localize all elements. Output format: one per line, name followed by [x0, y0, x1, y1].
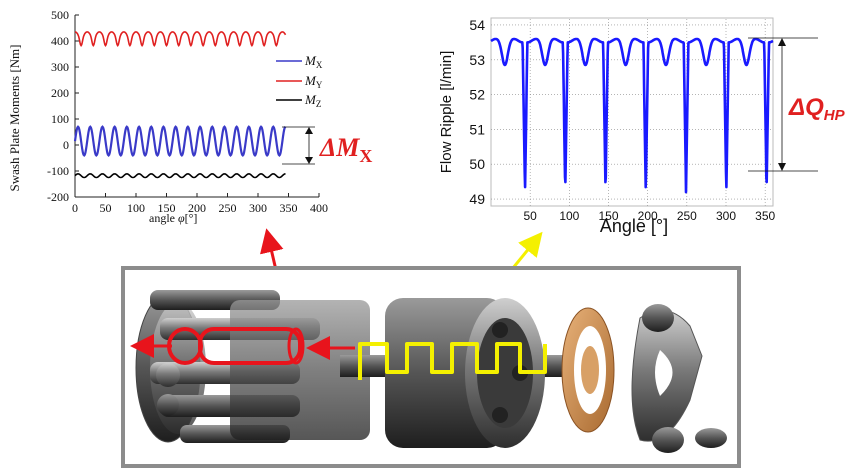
left-chart-y-axis-label: Swash Plate Moments [Nm]: [7, 45, 22, 192]
left-x-tick-label: 400: [310, 201, 328, 215]
right-x-tick-label: 200: [638, 209, 658, 223]
left-y-tick-label: 100: [51, 112, 69, 126]
legend-label-my: MY: [304, 73, 323, 90]
left-x-tick-label: 150: [158, 201, 176, 215]
legend-label-mx: MX: [304, 53, 323, 70]
right-x-tick-label: 100: [559, 209, 579, 223]
delta-q-label: ΔQHP: [788, 94, 846, 124]
end-cap: [631, 304, 727, 453]
right-y-tick-label: 54: [469, 17, 485, 33]
right-chart-y-axis-label: Flow Ripple [l/min]: [438, 51, 455, 174]
flow-ripple-chart: 54 53 52 51 50 49 50 100 150 200 250 300 350 Flow R…: [438, 17, 846, 236]
right-y-tick-label: 49: [469, 191, 485, 207]
pump-illustration: [121, 266, 741, 468]
x-label-word: angle: [149, 211, 175, 225]
left-chart-legend: MX MY MZ: [276, 53, 323, 109]
left-chart-series: [73, 31, 287, 179]
left-x-tick-label: 200: [188, 201, 206, 215]
right-y-tick-label: 51: [469, 121, 485, 137]
valve-plate: [561, 307, 615, 433]
left-chart-y-ticks: 500 400 300 200 100 0 -100 -200: [47, 8, 79, 204]
left-y-tick-label: 200: [51, 86, 69, 100]
left-series-x-line: [73, 125, 287, 158]
left-y-tick-label: 300: [51, 60, 69, 74]
right-y-tick-label: 50: [469, 156, 485, 172]
right-chart-y-ticks: 54 53 52 51 50 49: [469, 17, 485, 207]
right-chart-x-axis-label: Angle [°]: [600, 216, 668, 236]
left-x-tick-label: 300: [249, 201, 267, 215]
left-chart-x-axis-label: angle φ[°]: [149, 211, 197, 225]
right-chart-grid: [491, 18, 773, 206]
delta-mx-annotation: ΔMX: [282, 126, 372, 166]
left-chart-x-ticks: 0 50 100 150 200 250 300 350 400: [72, 193, 328, 215]
right-x-tick-label: 300: [716, 209, 736, 223]
left-x-tick-label: 50: [100, 201, 112, 215]
right-chart-series: [490, 37, 774, 194]
right-x-tick-label: 350: [755, 209, 775, 223]
left-y-tick-label: 500: [51, 8, 69, 22]
left-x-tick-label: 100: [127, 201, 145, 215]
flow-ripple-wave-highlight: [358, 342, 547, 380]
x-label-unit: [°]: [185, 211, 198, 225]
left-series-y-line: [74, 31, 287, 48]
left-y-tick-label: 0: [63, 138, 69, 152]
right-chart-x-ticks: 50 100 150 200 250 300 350: [523, 209, 775, 223]
left-series-z-line: [74, 173, 286, 179]
right-y-tick-label: 53: [469, 52, 485, 68]
right-x-tick-label: 50: [523, 209, 537, 223]
delta-q-annotation: ΔQHP: [748, 37, 846, 172]
left-x-tick-label: 250: [219, 201, 237, 215]
swash-plate-moments-chart: Swash Plate Moments [Nm] 500400300200100…: [7, 8, 372, 225]
delta-mx-label: ΔMX: [319, 133, 372, 166]
right-flow-ripple-line: [490, 37, 774, 194]
left-x-tick-label: 0: [72, 201, 78, 215]
right-y-tick-label: 52: [469, 87, 485, 103]
left-y-tick-label: -100: [47, 164, 69, 178]
highlighted-piston: [130, 327, 355, 365]
left-x-tick-label: 350: [280, 201, 298, 215]
x-label-symbol: φ: [178, 211, 185, 225]
right-chart-plot-area: [490, 17, 774, 207]
right-x-tick-label: 150: [598, 209, 618, 223]
left-y-tick-label: -200: [47, 190, 69, 204]
right-x-tick-label: 250: [677, 209, 697, 223]
left-y-tick-label: 400: [51, 34, 69, 48]
legend-label-mz: MZ: [304, 92, 321, 109]
